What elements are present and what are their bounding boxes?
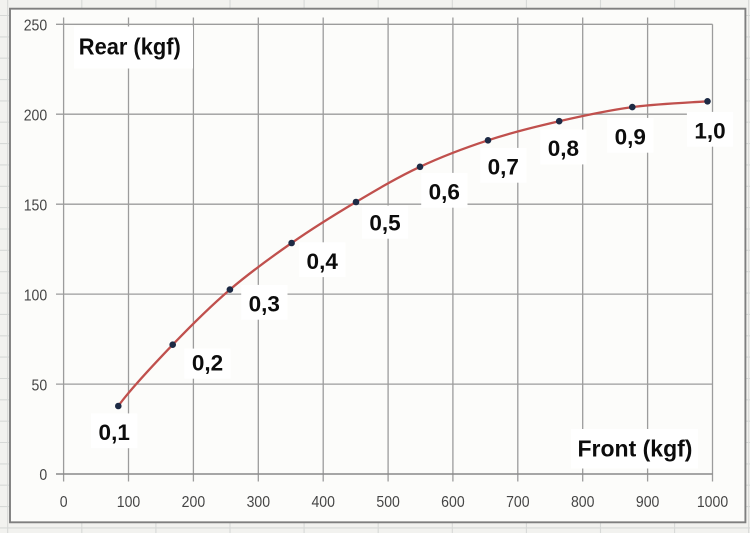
svg-text:500: 500 bbox=[376, 493, 399, 511]
svg-text:0,3: 0,3 bbox=[249, 292, 280, 317]
svg-text:0: 0 bbox=[60, 493, 68, 511]
svg-text:Front (kgf): Front (kgf) bbox=[578, 436, 693, 462]
svg-text:100: 100 bbox=[117, 493, 140, 511]
svg-text:250: 250 bbox=[24, 17, 47, 35]
svg-text:Rear (kgf): Rear (kgf) bbox=[79, 34, 181, 60]
svg-text:0,5: 0,5 bbox=[369, 211, 400, 236]
svg-text:0,4: 0,4 bbox=[307, 249, 339, 274]
svg-text:800: 800 bbox=[571, 493, 594, 511]
svg-text:0: 0 bbox=[39, 466, 47, 484]
svg-text:400: 400 bbox=[311, 493, 334, 511]
svg-text:1,0: 1,0 bbox=[694, 119, 725, 144]
svg-text:1000: 1000 bbox=[697, 493, 728, 511]
svg-text:600: 600 bbox=[441, 493, 464, 511]
svg-text:0,2: 0,2 bbox=[192, 351, 223, 376]
svg-text:200: 200 bbox=[182, 493, 205, 511]
svg-text:150: 150 bbox=[24, 197, 47, 215]
svg-text:700: 700 bbox=[506, 493, 529, 511]
svg-text:100: 100 bbox=[24, 286, 47, 304]
svg-text:300: 300 bbox=[247, 493, 270, 511]
svg-text:200: 200 bbox=[24, 107, 47, 125]
svg-text:900: 900 bbox=[636, 493, 659, 511]
svg-text:50: 50 bbox=[32, 376, 48, 394]
svg-text:0,1: 0,1 bbox=[99, 420, 130, 445]
svg-text:0,6: 0,6 bbox=[429, 180, 460, 205]
svg-text:0,7: 0,7 bbox=[488, 155, 519, 180]
svg-text:0,8: 0,8 bbox=[548, 136, 579, 161]
svg-text:0,9: 0,9 bbox=[615, 125, 646, 150]
